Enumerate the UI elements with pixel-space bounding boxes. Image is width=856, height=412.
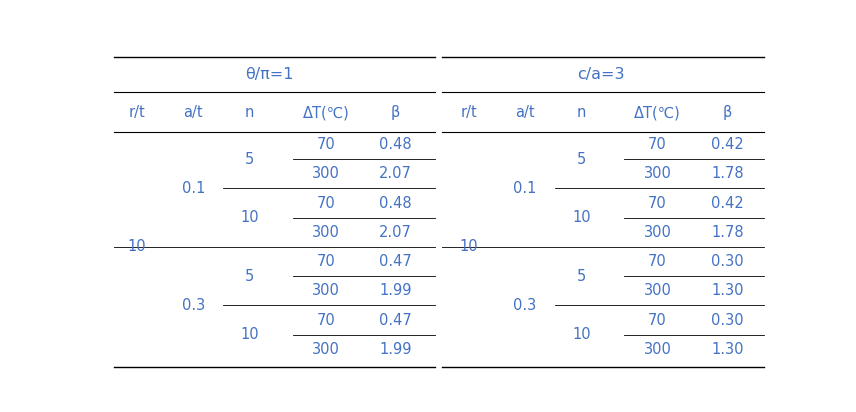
Text: 70: 70: [317, 312, 336, 328]
Text: 10: 10: [572, 210, 591, 225]
Text: 0.3: 0.3: [181, 298, 205, 313]
Text: n: n: [245, 105, 254, 120]
Text: 1.78: 1.78: [711, 166, 744, 181]
Text: 300: 300: [644, 342, 672, 357]
Text: n: n: [577, 105, 586, 120]
Text: 10: 10: [572, 327, 591, 342]
Text: 300: 300: [644, 166, 672, 181]
Text: 0.3: 0.3: [514, 298, 537, 313]
Text: 5: 5: [245, 152, 254, 167]
Text: 300: 300: [644, 283, 672, 298]
Text: r/t: r/t: [128, 105, 146, 120]
Text: 0.1: 0.1: [181, 181, 205, 196]
Text: ΔT(℃): ΔT(℃): [634, 105, 681, 120]
Text: 10: 10: [241, 210, 259, 225]
Text: 5: 5: [577, 152, 586, 167]
Text: 70: 70: [648, 137, 667, 152]
Text: 5: 5: [245, 269, 254, 283]
Text: c/a=3: c/a=3: [578, 67, 625, 82]
Text: β: β: [722, 105, 732, 120]
Text: 0.1: 0.1: [514, 181, 537, 196]
Text: a/t: a/t: [515, 105, 535, 120]
Text: 2.07: 2.07: [379, 166, 412, 181]
Text: θ/π=1: θ/π=1: [246, 67, 294, 82]
Text: 0.42: 0.42: [710, 137, 744, 152]
Text: 300: 300: [644, 225, 672, 240]
Text: 10: 10: [241, 327, 259, 342]
Text: r/t: r/t: [461, 105, 477, 120]
Text: ΔT(℃): ΔT(℃): [302, 105, 349, 120]
Text: 0.48: 0.48: [379, 137, 412, 152]
Text: 70: 70: [317, 196, 336, 211]
Text: 300: 300: [312, 166, 340, 181]
Text: 1.30: 1.30: [711, 342, 744, 357]
Text: 70: 70: [648, 254, 667, 269]
Text: 1.78: 1.78: [711, 225, 744, 240]
Text: 70: 70: [317, 254, 336, 269]
Text: 0.30: 0.30: [711, 254, 744, 269]
Text: 1.30: 1.30: [711, 283, 744, 298]
Text: 300: 300: [312, 283, 340, 298]
Text: 1.99: 1.99: [379, 283, 412, 298]
Text: 70: 70: [648, 312, 667, 328]
Text: 1.99: 1.99: [379, 342, 412, 357]
Text: 2.07: 2.07: [379, 225, 412, 240]
Text: 0.30: 0.30: [711, 312, 744, 328]
Text: a/t: a/t: [183, 105, 203, 120]
Text: 0.48: 0.48: [379, 196, 412, 211]
Text: 10: 10: [459, 239, 478, 255]
Text: β: β: [391, 105, 401, 120]
Text: 10: 10: [128, 239, 146, 255]
Text: 5: 5: [577, 269, 586, 283]
Text: 300: 300: [312, 225, 340, 240]
Text: 300: 300: [312, 342, 340, 357]
Text: 0.47: 0.47: [379, 254, 412, 269]
Text: 70: 70: [648, 196, 667, 211]
Text: 70: 70: [317, 137, 336, 152]
Text: 0.47: 0.47: [379, 312, 412, 328]
Text: 0.42: 0.42: [710, 196, 744, 211]
